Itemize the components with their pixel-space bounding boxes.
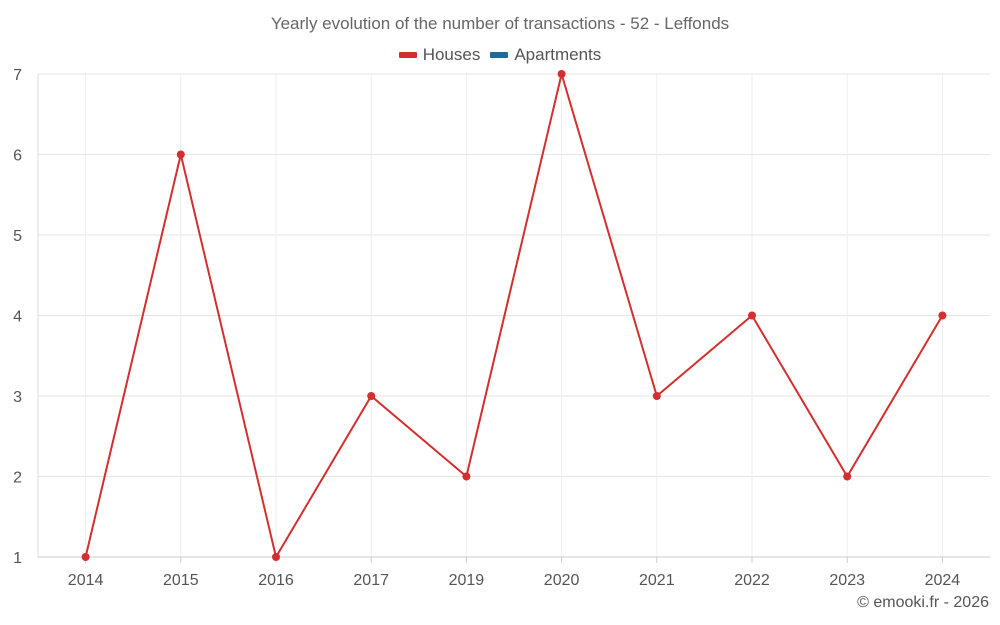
x-tick-label: 2020 <box>544 572 580 589</box>
y-tick-label: 5 <box>13 228 22 245</box>
x-tick-label: 2024 <box>925 572 961 589</box>
legend-swatch-apartments <box>490 52 509 58</box>
legend: Houses Apartments <box>0 45 1000 65</box>
legend-label-apartments: Apartments <box>514 45 602 64</box>
data-point-houses <box>843 472 852 481</box>
y-tick-label: 1 <box>13 550 22 567</box>
data-point-houses <box>652 392 661 400</box>
legend-swatch-houses <box>398 52 417 58</box>
data-point-houses <box>176 150 185 159</box>
series-line-houses <box>84 73 944 558</box>
x-tick-label: 2021 <box>639 572 675 589</box>
data-point-houses <box>748 311 756 320</box>
y-tick-label: 7 <box>13 67 22 84</box>
data-point-houses <box>81 553 90 561</box>
legend-item-apartments[interactable]: Apartments <box>490 45 601 65</box>
y-tick-label: 2 <box>13 470 22 487</box>
data-point-houses <box>557 70 566 78</box>
x-tick-label: 2014 <box>68 572 104 589</box>
y-tick-label: 4 <box>13 309 22 326</box>
credit-text: © emooki.fr - 2026 <box>857 594 989 611</box>
x-tick-label: 2017 <box>353 572 389 589</box>
x-tick-label: 2023 <box>829 572 865 589</box>
data-point-houses <box>367 392 376 400</box>
data-point-houses <box>272 553 280 561</box>
x-tick-label: 2019 <box>449 572 485 589</box>
x-tick-label: 2016 <box>258 572 294 589</box>
y-tick-label: 3 <box>13 389 22 406</box>
x-tick-label: 2015 <box>163 572 199 589</box>
legend-item-houses[interactable]: Houses <box>398 45 481 65</box>
y-tick-label: 6 <box>13 148 22 165</box>
chart-title: Yearly evolution of the number of transa… <box>270 14 730 33</box>
data-point-houses <box>938 311 947 320</box>
legend-label-houses: Houses <box>422 45 481 64</box>
x-tick-label: 2022 <box>734 572 770 589</box>
data-point-houses <box>462 472 471 481</box>
